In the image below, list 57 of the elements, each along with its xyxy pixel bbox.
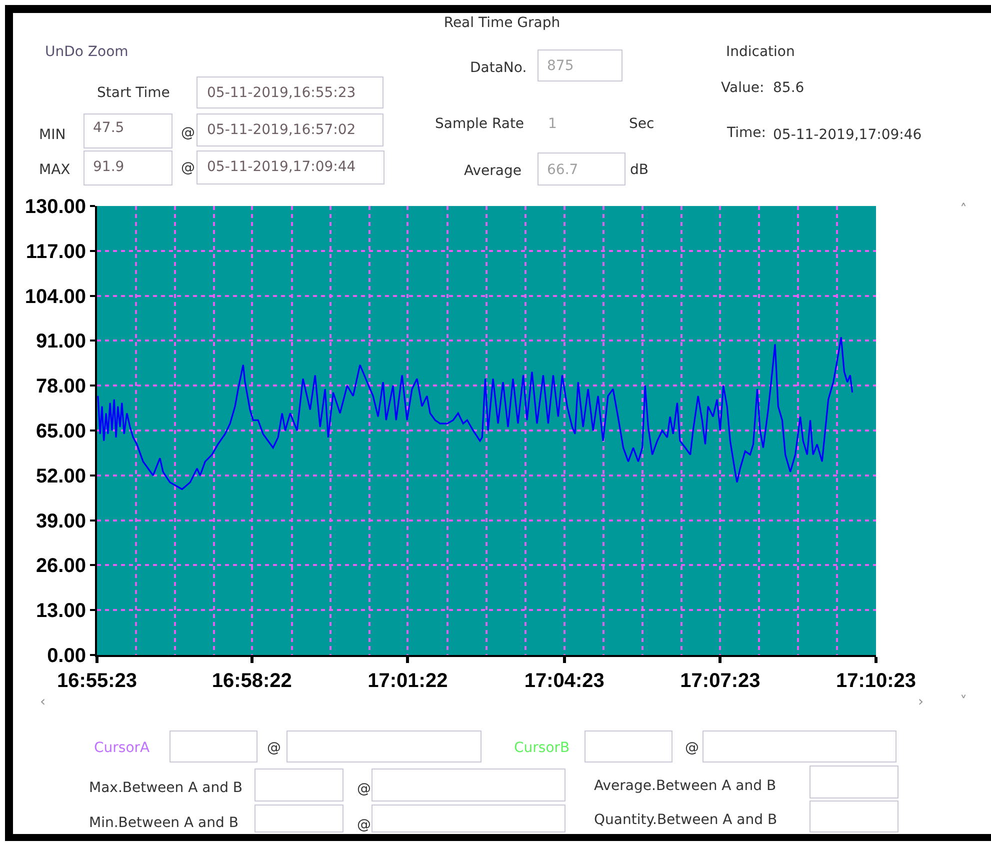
text: Sample Rate <box>435 116 524 132</box>
text: Time: <box>726 125 766 141</box>
text: 85.6 <box>773 80 804 96</box>
text: @ <box>181 160 195 176</box>
text: 66.7 <box>547 162 578 178</box>
text: Start Time <box>97 85 170 101</box>
text: CursorB <box>514 740 570 756</box>
y-tick-label: 78.00 <box>36 376 86 398</box>
y-tick-label: 39.00 <box>36 510 86 532</box>
chart-title: Real Time Graph <box>444 14 560 31</box>
text: @ <box>357 781 371 797</box>
line-series <box>97 336 854 490</box>
text: Quantity.Between A and B <box>594 812 778 828</box>
y-tick-label: 117.00 <box>26 240 86 263</box>
y-tick-label: 104.00 <box>24 286 86 308</box>
y-tick-label: 65.00 <box>36 420 86 442</box>
text: dB <box>630 162 648 178</box>
text: Indication <box>726 44 795 60</box>
text: 05-11-2019,16:55:23 <box>207 85 356 101</box>
x-tick-label: 17:04:23 <box>524 670 604 692</box>
y-tick-label: 13.00 <box>36 600 86 622</box>
text: ‹ <box>40 694 46 710</box>
x-tick-label: 17:07:23 <box>680 670 760 692</box>
y-tick-label: 130.00 <box>24 196 86 218</box>
text: Average <box>464 163 522 179</box>
text: MAX <box>39 162 71 178</box>
text: 05-11-2019,17:09:46 <box>773 127 922 143</box>
text: 91.9 <box>93 159 124 175</box>
text: ˄ <box>960 202 967 218</box>
text: › <box>918 694 924 710</box>
y-tick-label: 91.00 <box>36 330 86 353</box>
text: Sec <box>629 116 654 132</box>
text: Min.Between A and B <box>89 815 238 831</box>
text: MIN <box>39 127 66 143</box>
text: Max.Between A and B <box>89 780 243 796</box>
text: 05-11-2019,16:57:02 <box>207 122 356 138</box>
text: UnDo Zoom <box>45 44 128 60</box>
x-tick-label: 16:55:23 <box>56 670 138 692</box>
text: 47.5 <box>93 120 124 136</box>
text: 875 <box>547 58 574 74</box>
y-tick-label: 0.00 <box>47 645 86 667</box>
y-tick-label: 26.00 <box>36 555 86 578</box>
y-tick-label: 52.00 <box>36 465 86 488</box>
text: 05-11-2019,17:09:44 <box>207 159 356 175</box>
text: 1 <box>548 116 557 132</box>
text: @ <box>357 817 371 833</box>
text: @ <box>685 740 699 756</box>
x-tick-label: 17:10:23 <box>836 670 916 692</box>
text: @ <box>267 740 281 756</box>
text: ˅ <box>960 694 967 710</box>
text: Average.Between A and B <box>594 778 776 794</box>
text: CursorA <box>94 740 150 756</box>
text: @ <box>181 125 195 141</box>
text: DataNo. <box>470 60 527 76</box>
text: Value: <box>721 80 764 96</box>
x-tick-label: 16:58:22 <box>212 670 292 692</box>
x-tick-label: 17:01:22 <box>368 670 448 692</box>
